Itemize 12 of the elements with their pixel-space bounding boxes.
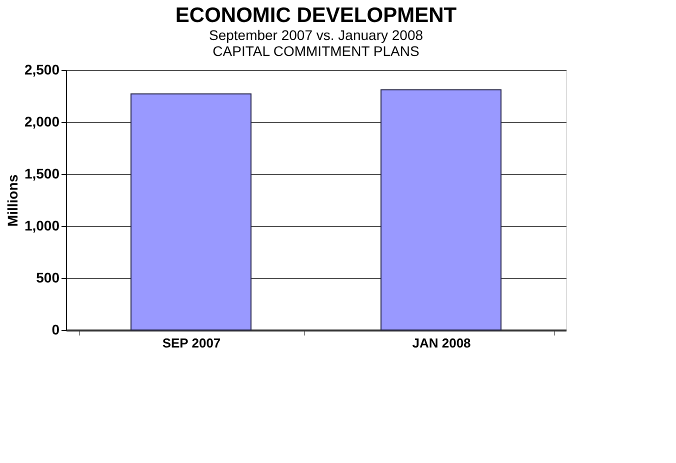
x-tick-label: SEP 2007 (162, 336, 221, 350)
y-tick-label: 1,500 (24, 166, 60, 182)
y-tick-label: 2,500 (24, 62, 60, 78)
y-tick-label: 1,000 (24, 218, 60, 234)
y-tick-label: 500 (36, 270, 60, 286)
x-tick-label: JAN 2008 (412, 336, 471, 350)
y-tick-label: 0 (52, 322, 60, 338)
text: September 2007 vs. January 2008 (208, 27, 424, 43)
chart-title: ECONOMIC DEVELOPMENT (175, 4, 457, 27)
y-tick-label: 2,000 (24, 114, 60, 130)
text: CAPITAL COMMITMENT PLANS (212, 43, 420, 59)
y-axis-title: Millions (4, 174, 20, 227)
